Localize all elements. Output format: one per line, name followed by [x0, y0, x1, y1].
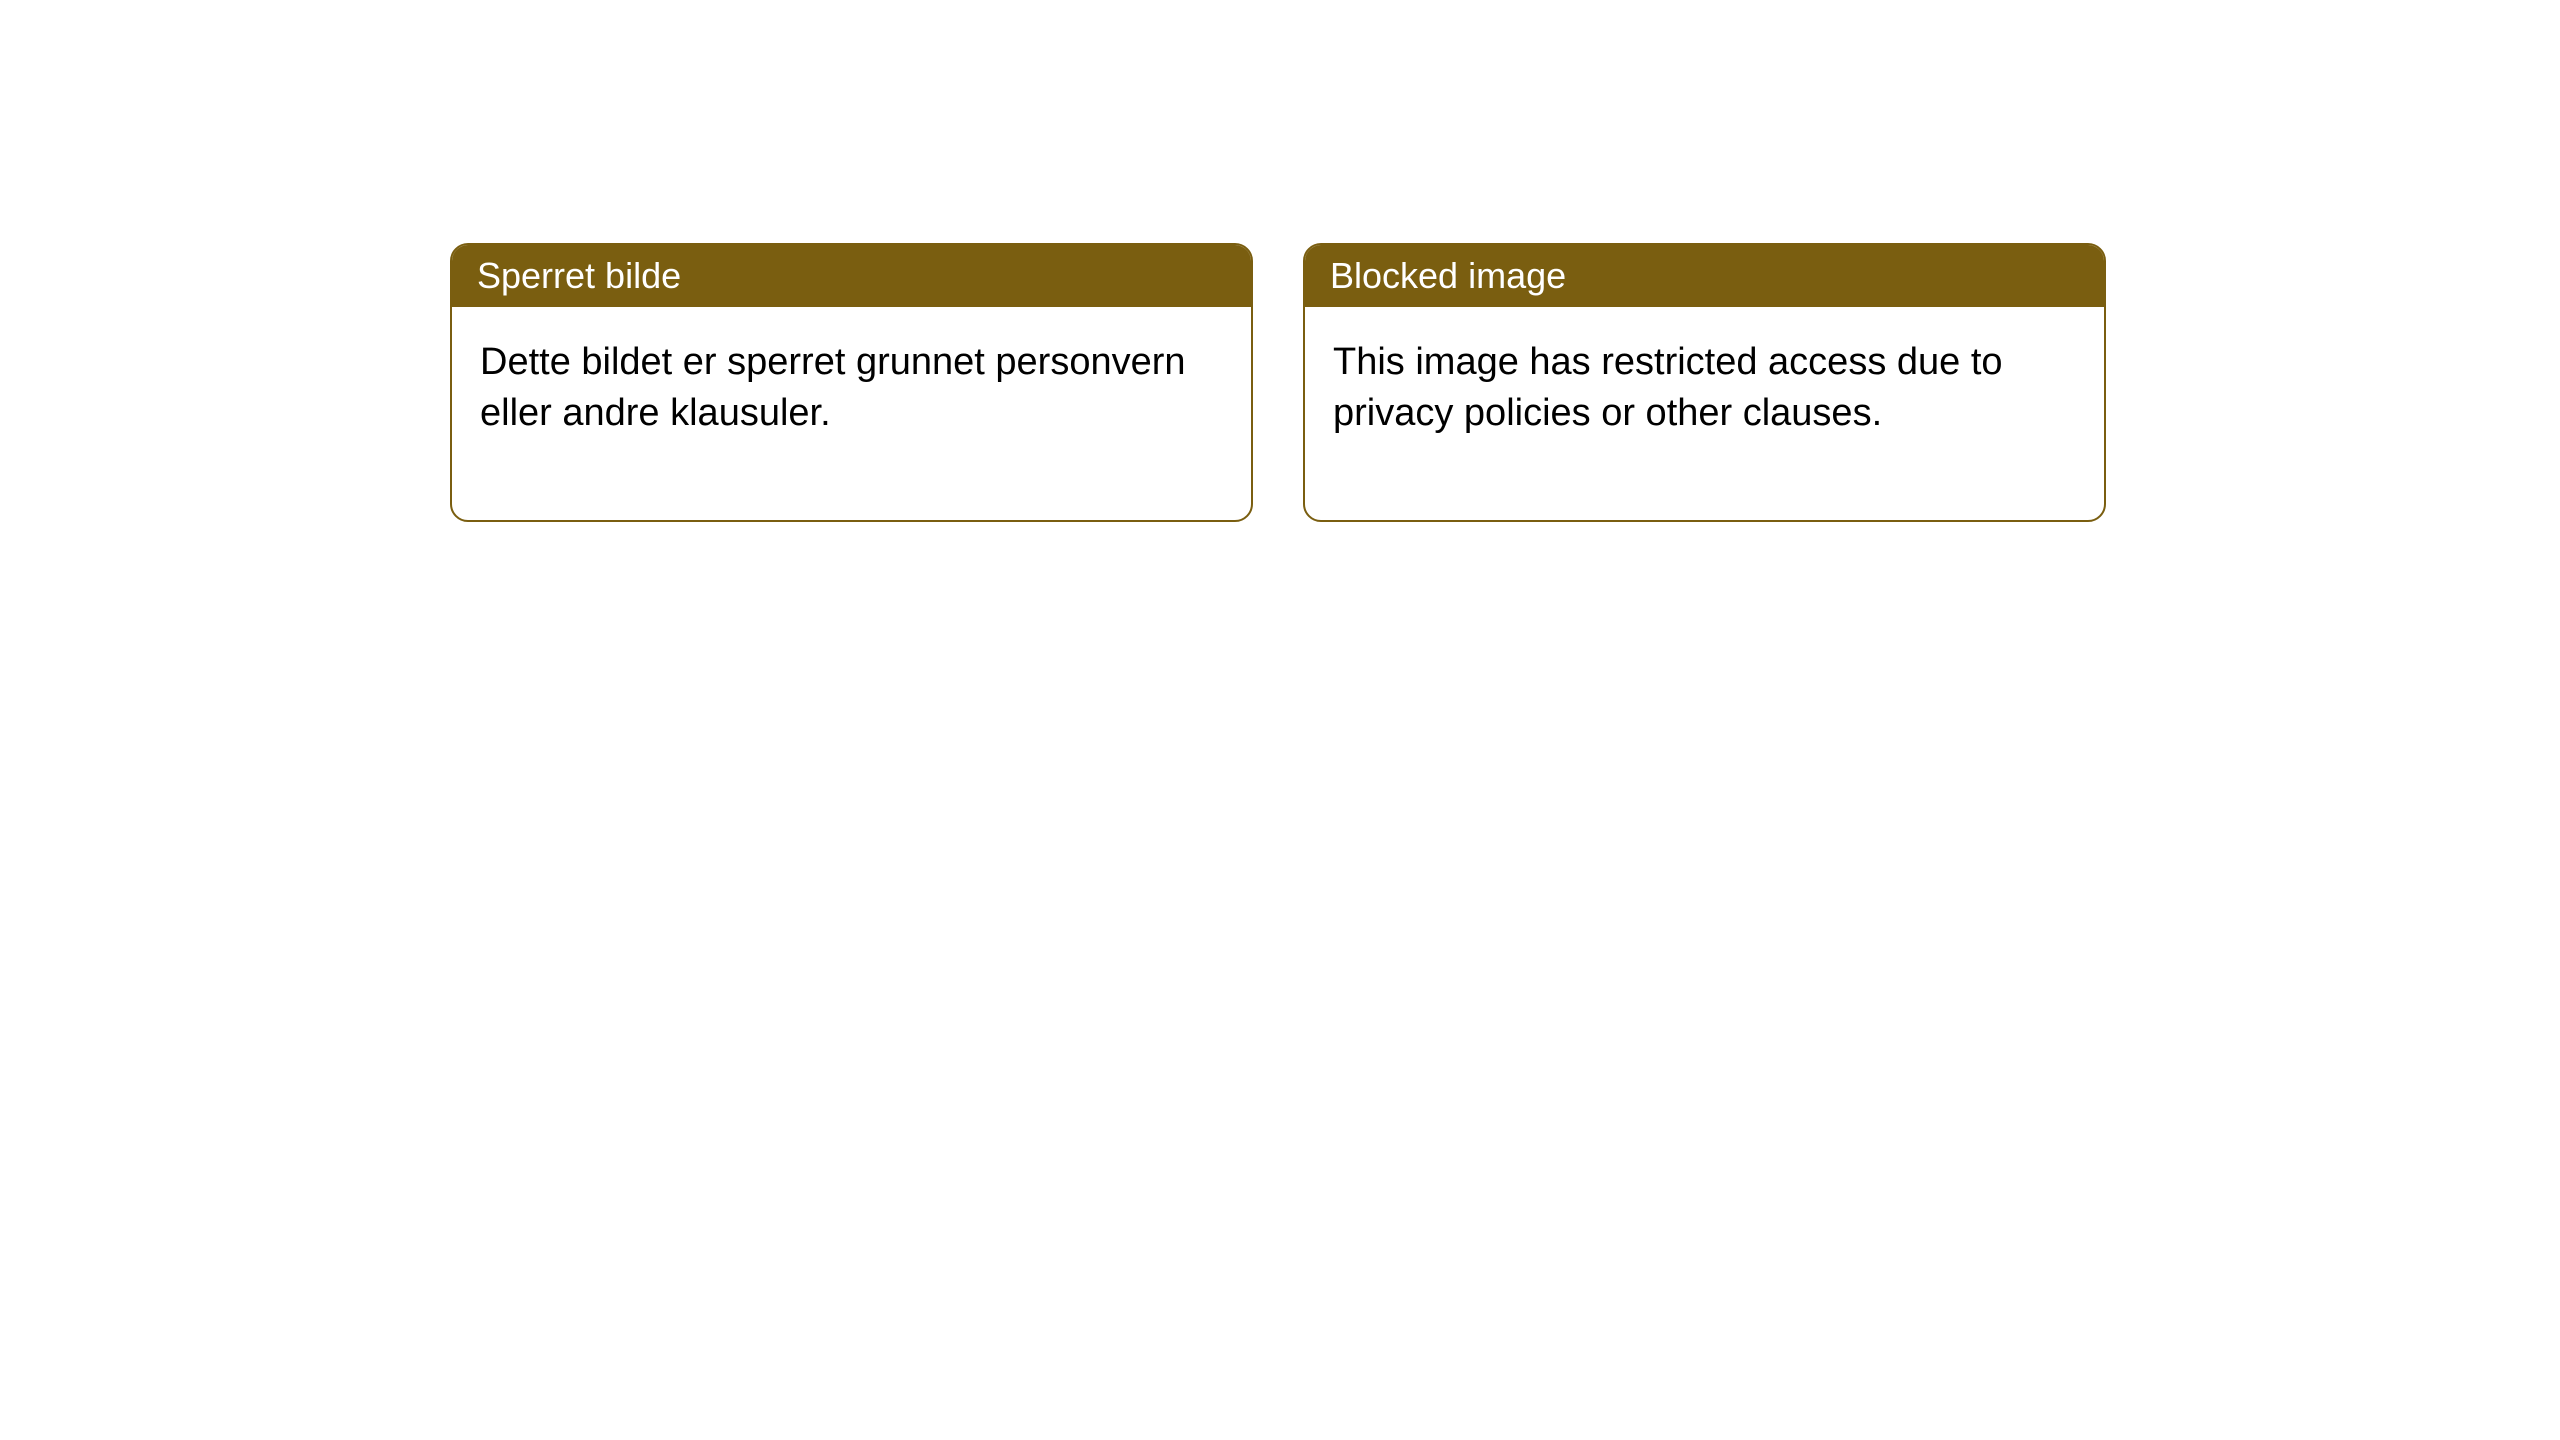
notice-card-norwegian: Sperret bilde Dette bildet er sperret gr…	[450, 243, 1253, 522]
notice-body-english: This image has restricted access due to …	[1305, 307, 2104, 520]
notice-header-english: Blocked image	[1305, 245, 2104, 307]
notice-body-norwegian: Dette bildet er sperret grunnet personve…	[452, 307, 1251, 520]
notice-container: Sperret bilde Dette bildet er sperret gr…	[0, 0, 2560, 522]
notice-header-norwegian: Sperret bilde	[452, 245, 1251, 307]
notice-card-english: Blocked image This image has restricted …	[1303, 243, 2106, 522]
